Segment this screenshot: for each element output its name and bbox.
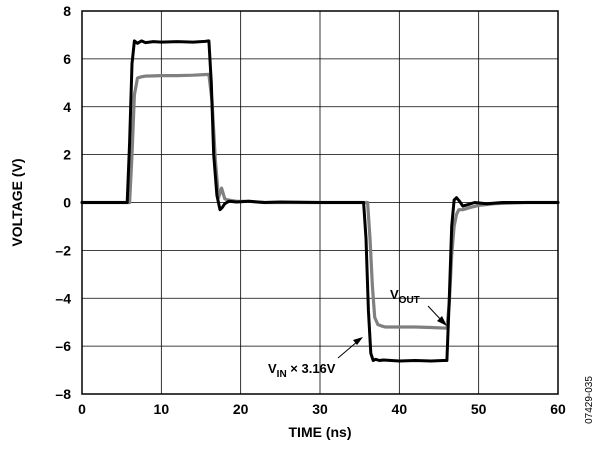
- vout-pointer-arrowhead: [437, 316, 447, 326]
- vout-label: VOUT: [390, 287, 420, 306]
- y-tick-label: 4: [63, 99, 71, 115]
- y-axis-label: VOLTAGE (V): [9, 158, 25, 246]
- series-group: [80, 39, 560, 363]
- y-tick-label: –6: [55, 338, 71, 354]
- x-tick-label: 20: [233, 401, 249, 417]
- vin-label: VIN × 3.16V: [268, 361, 336, 380]
- plot-frame: [81, 10, 559, 395]
- y-tick-label: –2: [55, 242, 71, 258]
- series-line-vin: [80, 39, 560, 363]
- x-tick-label: 40: [392, 401, 408, 417]
- tick-labels: 0 10 20 30 40 50 60 –8 –6 –4 –2 0 2 4 6 8: [55, 3, 566, 417]
- x-tick-label: 0: [78, 401, 86, 417]
- x-tick-label: 30: [312, 401, 328, 417]
- x-axis-label: TIME (ns): [289, 424, 352, 440]
- vin-pointer-arrowhead: [353, 337, 363, 345]
- x-tick-label: 50: [471, 401, 487, 417]
- y-tick-label: 8: [63, 3, 71, 19]
- y-tick-label: –4: [55, 290, 71, 306]
- x-tick-label: 60: [550, 401, 566, 417]
- x-tick-label: 10: [154, 401, 170, 417]
- annotations: VOUT VIN × 3.16V: [268, 287, 447, 380]
- y-tick-label: –8: [55, 386, 71, 402]
- y-tick-label: 2: [63, 147, 71, 163]
- figure-id: 07429-035: [584, 376, 595, 424]
- y-tick-label: 0: [63, 195, 71, 211]
- y-tick-label: 6: [63, 51, 71, 67]
- vin-pointer-line: [337, 340, 359, 359]
